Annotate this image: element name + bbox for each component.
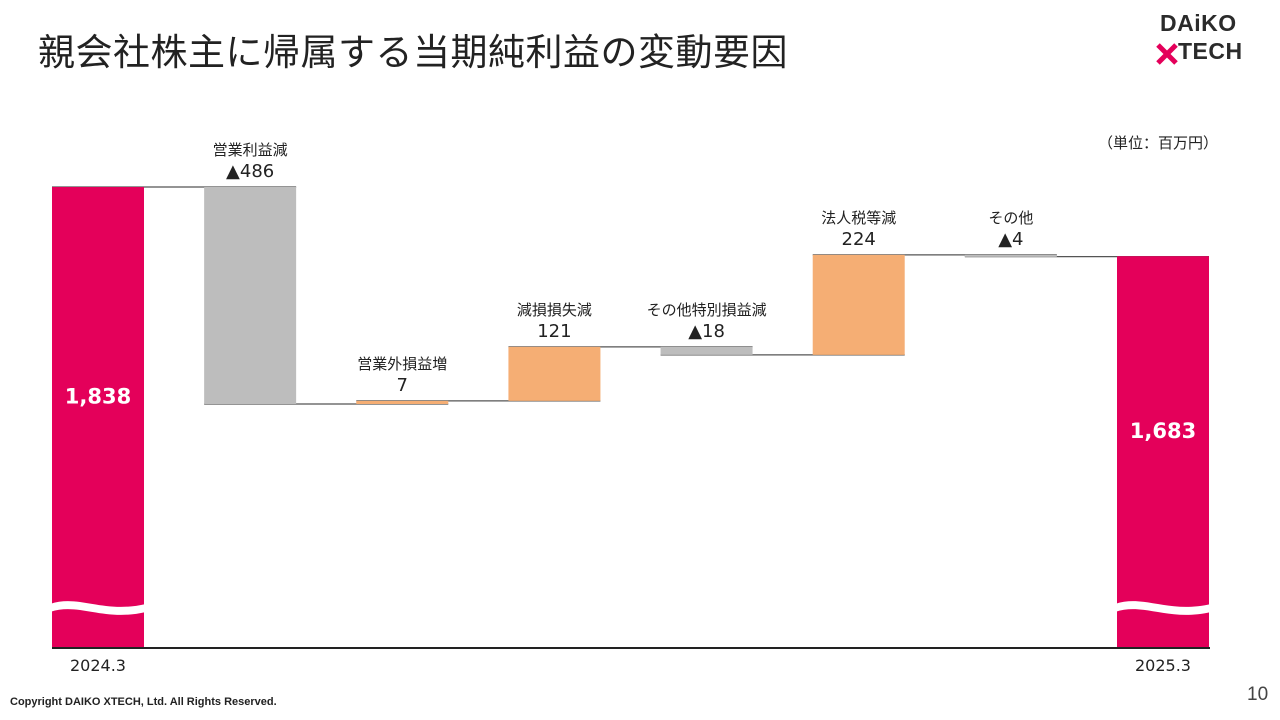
data-label: 224 xyxy=(842,229,876,250)
data-label: 121 xyxy=(537,321,571,342)
data-label: 7 xyxy=(397,375,408,396)
x-tick-label: 2025.3 xyxy=(1135,656,1191,675)
decrease-bar xyxy=(204,187,297,404)
decrease-bar xyxy=(660,346,753,355)
category-label: その他 xyxy=(988,209,1033,227)
decrease-bar xyxy=(964,254,1057,257)
category-label: その他特別損益減 xyxy=(647,301,767,319)
logo-text-top: DAiKO xyxy=(1160,10,1237,36)
data-label: ▲486 xyxy=(226,161,274,182)
total-bar xyxy=(1117,256,1209,648)
category-label: 減損損失減 xyxy=(517,301,592,319)
category-label: 法人税等減 xyxy=(821,209,896,227)
page-number: 10 xyxy=(1247,684,1269,705)
category-label: 営業利益減 xyxy=(213,141,288,159)
total-value-label: 1,838 xyxy=(65,385,131,409)
total-value-label: 1,683 xyxy=(1130,419,1196,443)
x-tick-label: 2024.3 xyxy=(70,656,126,675)
company-logo: DAiKO TECH xyxy=(1150,10,1260,66)
increase-bar xyxy=(812,254,905,355)
logo-x-icon xyxy=(1156,43,1178,65)
data-label: ▲4 xyxy=(998,229,1023,250)
increase-bar xyxy=(356,400,449,404)
axis-break-icon xyxy=(50,601,146,615)
page-title: 親会社株主に帰属する当期純利益の変動要因 xyxy=(38,31,788,74)
unit-label: （単位：百万円） xyxy=(1098,134,1219,152)
total-bar xyxy=(52,187,144,648)
copyright-text: Copyright DAIKO XTECH, Ltd. All Rights R… xyxy=(10,696,277,708)
data-label: ▲18 xyxy=(688,321,725,342)
logo-text-bottom: TECH xyxy=(1178,38,1243,64)
increase-bar xyxy=(508,346,601,401)
axis-break-icon xyxy=(1115,601,1211,615)
category-label: 営業外損益増 xyxy=(357,355,447,373)
